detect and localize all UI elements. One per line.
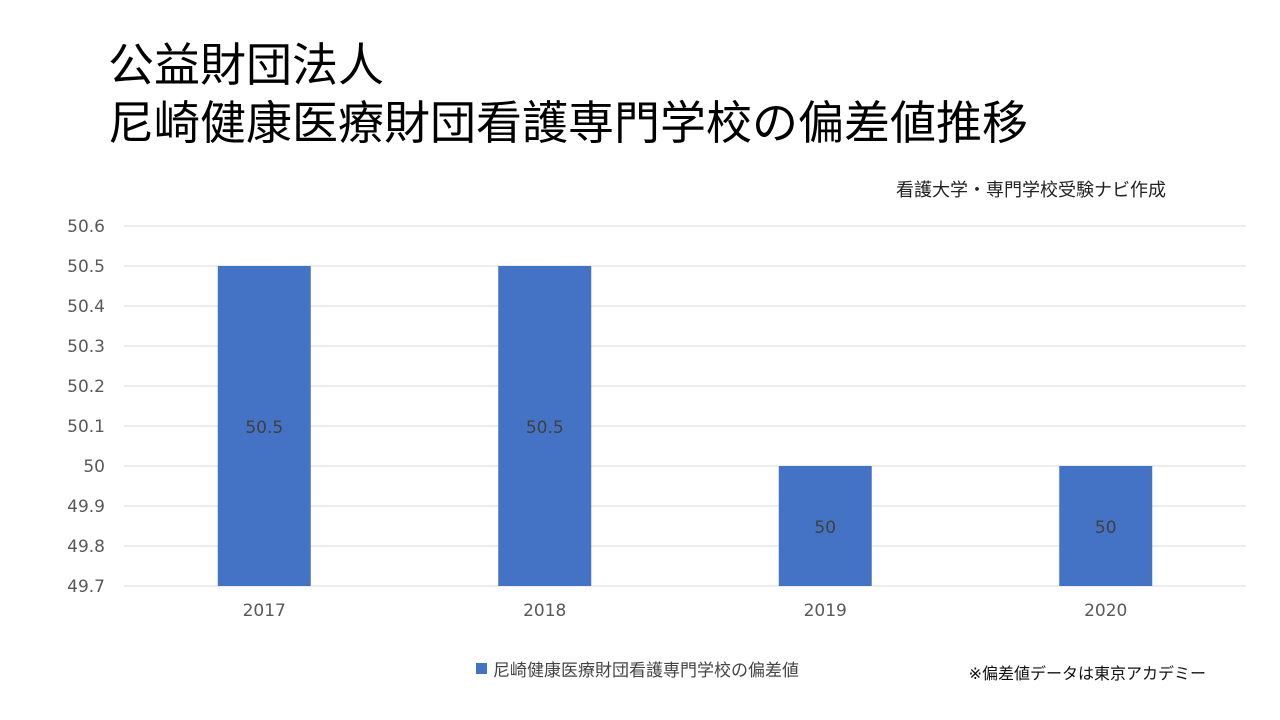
x-tick-label: 2017 <box>243 601 286 621</box>
y-tick-label: 49.9 <box>67 497 105 517</box>
legend: 尼崎健康医療財団看護専門学校の偏差値 <box>476 656 799 681</box>
y-tick-label: 50 <box>83 457 105 477</box>
bar-data-label: 50.5 <box>526 418 564 438</box>
y-tick-label: 50.2 <box>67 377 105 397</box>
bar <box>778 466 872 586</box>
x-tick-label: 2020 <box>1084 601 1127 621</box>
legend-swatch <box>476 663 487 674</box>
bar <box>498 266 592 586</box>
y-tick-label: 50.5 <box>67 257 105 277</box>
x-tick-label: 2018 <box>523 601 566 621</box>
legend-label: 尼崎健康医療財団看護専門学校の偏差値 <box>493 661 799 681</box>
y-tick-label: 49.8 <box>67 537 105 557</box>
source-note: ※偏差値データは東京アカデミー <box>968 664 1206 683</box>
credit-text: 看護大学・専門学校受験ナビ作成 <box>896 180 1166 201</box>
x-tick-label: 2019 <box>804 601 847 621</box>
bar-data-label: 50 <box>1095 518 1117 538</box>
title-line-1: 公益財団法人 <box>108 38 384 92</box>
bar <box>217 266 311 586</box>
y-tick-label: 50.4 <box>67 297 105 317</box>
bar-data-label: 50.5 <box>245 418 283 438</box>
y-tick-label: 50.3 <box>67 337 105 357</box>
chart-title: 公益財団法人 尼崎健康医療財団看護専門学校の偏差値推移 <box>108 36 1028 152</box>
y-tick-label: 49.7 <box>67 577 105 597</box>
title-line-2: 尼崎健康医療財団看護専門学校の偏差値推移 <box>108 96 1028 150</box>
y-tick-label: 50.1 <box>67 417 105 437</box>
y-tick-label: 50.6 <box>67 217 105 237</box>
bar-data-label: 50 <box>814 518 836 538</box>
bar <box>1059 466 1153 586</box>
